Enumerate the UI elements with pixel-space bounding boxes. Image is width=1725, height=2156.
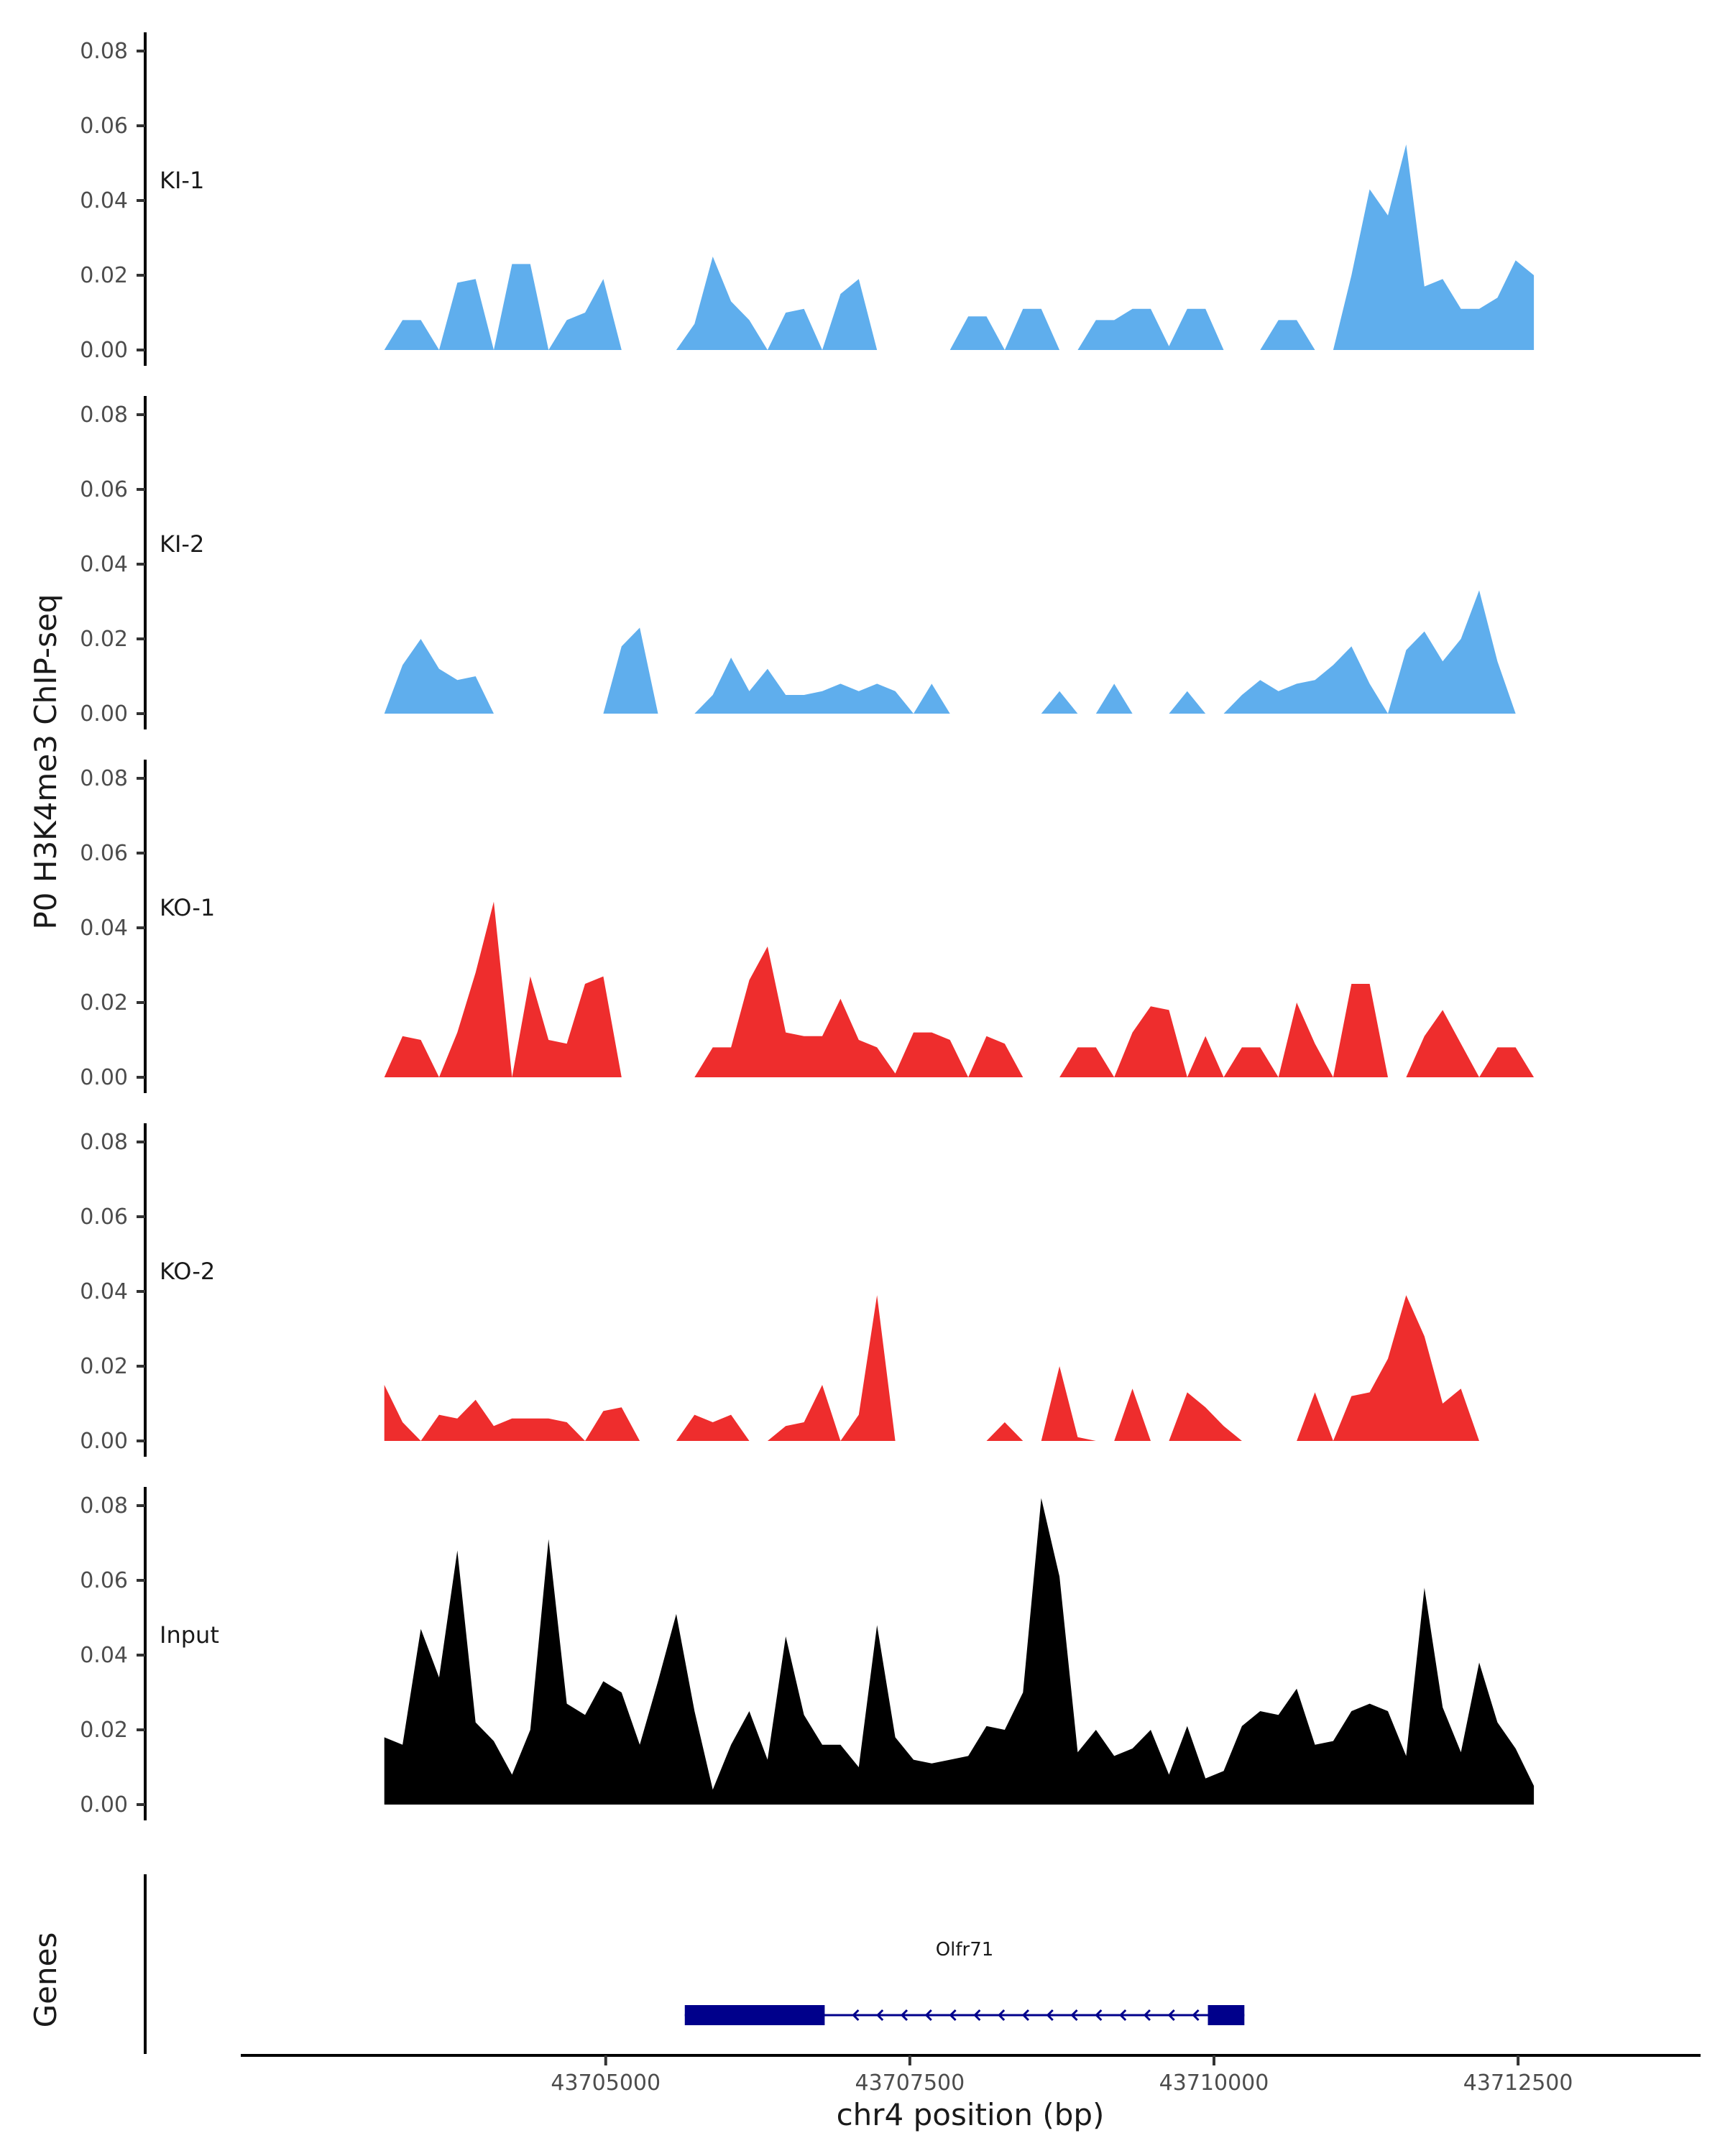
x-axis-title: chr4 position (bp) [837,2097,1105,2132]
y-tick-label: 0.02 [80,263,128,288]
x-tick-label: 43712500 [1463,2070,1573,2096]
strand-arrow [949,2009,957,2022]
y-tick-label: 0.08 [80,1493,128,1519]
signal-area-ki-1 [384,144,1535,350]
y-tick-label: 0.06 [80,1204,128,1230]
y-tick-label: 0.00 [80,1065,128,1090]
y-tick-label: 0.06 [80,1568,128,1593]
y-tick-label: 0.04 [80,552,128,577]
strand-arrow [1021,2009,1030,2022]
y-tick-label: 0.02 [80,990,128,1015]
y-tick-label: 0.04 [80,916,128,941]
track-input: 0.00 0.02 0.04 0.06 0.08 Input [80,1487,1535,1820]
x-tick-label: 43705000 [551,2070,661,2096]
signal-area-ko-2 [384,1295,1535,1441]
track-ko-1: 0.00 0.02 0.04 0.06 0.08 KO-1 [80,760,1535,1093]
gene-panel: Genes Olfr71 [28,1874,1245,2054]
genes-axis-title: Genes [28,1932,63,2028]
y-tick-label: 0.08 [80,402,128,428]
strand-arrow [1192,2009,1200,2022]
gene-name-label: Olfr71 [936,1939,994,1961]
signal-area-ko-1 [384,901,1535,1077]
track-label: KI-2 [160,530,204,558]
strand-arrow [1119,2009,1127,2022]
y-tick-label: 0.06 [80,114,128,139]
x-tick-label: 43710000 [1159,2070,1269,2096]
y-tick-label: 0.08 [80,39,128,64]
y-tick-label: 0.00 [80,338,128,363]
y-tick-label: 0.02 [80,1718,128,1743]
y-tick-label: 0.00 [80,1792,128,1818]
y-tick-label: 0.08 [80,1130,128,1155]
y-tick-label: 0.04 [80,1643,128,1668]
y-tick-label: 0.04 [80,1279,128,1304]
y-tick-label: 0.02 [80,1354,128,1379]
signal-area-input [384,1498,1535,1805]
track-label: KI-1 [160,167,204,194]
x-tick-label: 43707500 [855,2070,965,2096]
x-axis: chr4 position (bp) 43705000 43707500 43710… [241,2054,1701,2132]
track-ko-2: 0.00 0.02 0.04 0.06 0.08 KO-2 [80,1123,1535,1457]
y-tick-label: 0.00 [80,701,128,727]
gene-exon-right [1208,2005,1245,2025]
strand-arrow [1070,2009,1078,2022]
strand-arrow [876,2009,884,2022]
track-label: KO-1 [160,894,215,921]
y-tick-label: 0.04 [80,188,128,213]
track-label: KO-2 [160,1258,215,1285]
y-axis-title: P0 H3K4me3 ChIP-seq [28,594,63,929]
strand-arrow [1046,2009,1054,2022]
y-tick-label: 0.06 [80,841,128,866]
strand-arrow [924,2009,932,2022]
strand-arrow [852,2009,860,2022]
strand-arrow [998,2009,1006,2022]
gene-exon-left [684,2005,825,2025]
strand-arrow [900,2009,908,2022]
gene-model [684,2005,1245,2025]
strand-arrow [973,2009,981,2022]
strand-arrow [1095,2009,1103,2022]
y-tick-label: 0.06 [80,477,128,502]
track-ki-2: 0.00 0.02 0.04 0.06 0.08 KI-2 [80,396,1535,729]
strand-arrow [1167,2009,1175,2022]
track-ki-1: 0.00 0.02 0.04 0.06 0.08 KI-1 [80,32,1535,366]
strand-arrow [1143,2009,1151,2022]
y-tick-label: 0.02 [80,627,128,652]
track-label: Input [160,1621,219,1649]
track-panels: 0.00 0.02 0.04 0.06 0.08 KI-1 0.00 0.02 0.04 0.06… [80,32,1535,1820]
signal-area-ki-2 [384,590,1535,714]
y-tick-label: 0.08 [80,766,128,791]
y-tick-label: 0.00 [80,1429,128,1454]
